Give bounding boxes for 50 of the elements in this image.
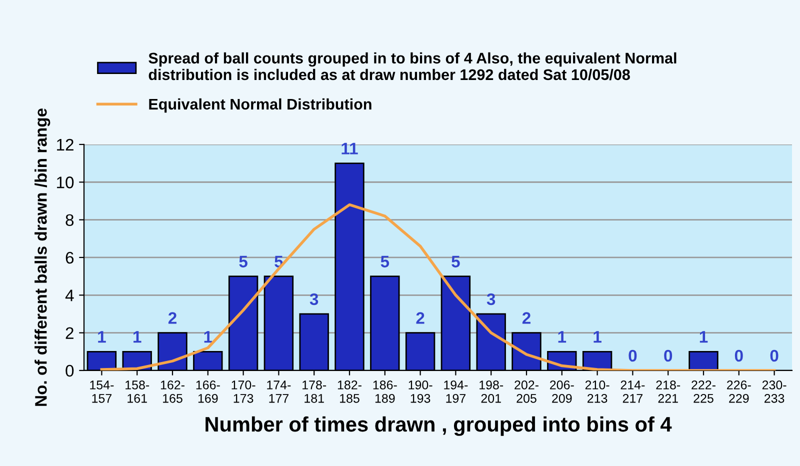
data-label: 2 <box>168 312 176 324</box>
x-tick-label: 218- 221 <box>656 380 680 403</box>
x-tick-label: 202- 205 <box>514 380 538 403</box>
data-label: 3 <box>310 293 318 306</box>
x-tick-label: 170- 173 <box>232 380 256 403</box>
data-label: 1 <box>134 331 142 343</box>
legend-label: Spread of ball counts grouped in to bins of 4 Also, the equivalent Normal distribution is included as at draw number 1292 dated Sat 10/05/08 <box>148 52 676 80</box>
x-tick-label: 226- 229 <box>727 380 751 403</box>
data-label: 1 <box>594 331 602 343</box>
data-label: 5 <box>380 256 390 268</box>
data-label: 0 <box>664 350 672 362</box>
x-tick-label: 194- 197 <box>444 380 468 403</box>
x-tick-label: 186- 189 <box>373 380 397 403</box>
data-label: 0 <box>628 350 637 362</box>
x-tick-label: 166- 169 <box>196 380 220 403</box>
data-label: 5 <box>239 256 248 268</box>
x-tick-label: 182- 185 <box>338 380 362 403</box>
data-label: 11 <box>342 142 358 154</box>
data-label: 5 <box>452 256 460 268</box>
x-tick-label: 178- 181 <box>302 380 326 403</box>
y-tick-label: 2 <box>66 327 74 339</box>
x-tick-label: 198- 201 <box>480 380 504 403</box>
data-label: 1 <box>700 331 708 343</box>
data-label: 1 <box>98 331 106 343</box>
y-tick-label: 12 <box>57 138 74 150</box>
y-tick-label: 6 <box>66 252 74 264</box>
data-label: 1 <box>204 331 212 343</box>
y-axis-title: No. of different balls drawn /bin range <box>34 108 50 406</box>
y-tick-label: 0 <box>66 364 74 377</box>
x-tick-label: 158- 161 <box>126 380 150 403</box>
x-tick-label: 222- 225 <box>692 380 716 403</box>
data-label: 2 <box>522 312 530 324</box>
x-tick-label: 206- 209 <box>550 380 574 403</box>
x-tick-label: 174- 177 <box>267 380 291 403</box>
data-label: 3 <box>486 293 496 306</box>
y-tick-label: 8 <box>66 214 74 226</box>
data-label: 1 <box>558 331 566 343</box>
legend-label: Equivalent Normal Distribution <box>149 98 372 113</box>
x-tick-label: 230- 233 <box>762 380 786 403</box>
y-tick-label: 10 <box>57 176 74 188</box>
data-label: 2 <box>416 312 424 324</box>
x-tick-label: 214- 217 <box>620 380 645 403</box>
x-tick-label: 210- 213 <box>585 380 610 403</box>
x-axis-title: Number of times drawn , grouped into bins of 4 <box>206 416 672 436</box>
x-tick-label: 190- 193 <box>408 380 432 403</box>
x-tick-label: 162- 165 <box>160 380 184 403</box>
data-label: 0 <box>734 350 743 362</box>
data-label: 0 <box>770 350 778 362</box>
y-tick-label: 4 <box>65 290 74 302</box>
x-tick-label: 154- 157 <box>90 380 114 403</box>
